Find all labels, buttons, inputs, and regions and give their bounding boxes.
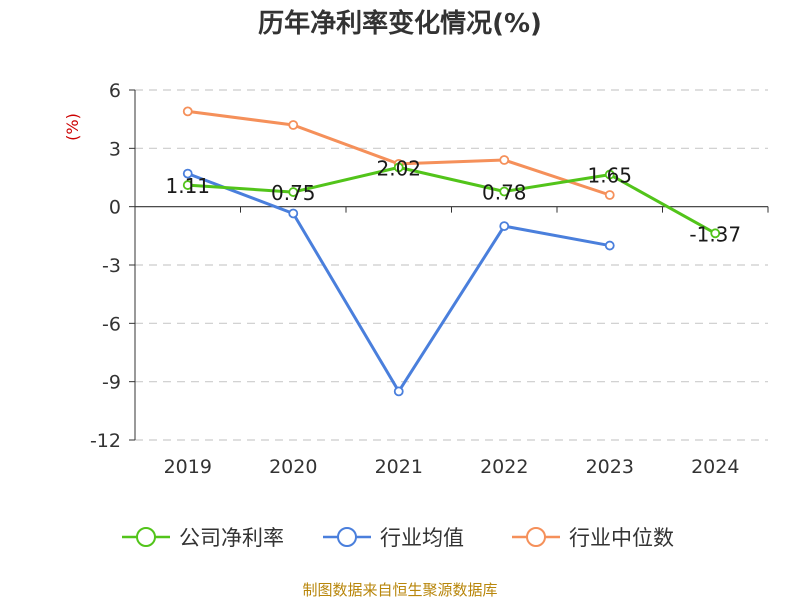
data-label: 0.75 [271,181,316,205]
y-tick-label: -9 [102,372,121,394]
data-point [604,190,615,200]
data-point [604,240,615,251]
legend-item-label: 行业均值 [380,526,464,550]
data-point [288,208,299,219]
y-tick-label: -6 [102,313,121,335]
data-point [182,168,193,179]
series-group: 1.11 0.75 2.02 0.78 1.65 -1.37 [165,106,741,397]
y-tick-label: -3 [102,255,121,277]
data-label: 1.11 [165,174,210,198]
legend-marker [526,527,546,547]
data-point [499,186,510,197]
series-line [187,165,716,235]
x-tick-label: 2020 [269,456,317,478]
y-tick-label: -12 [90,430,121,452]
legend-item-label: 行业中位数 [569,526,674,550]
data-point [182,106,193,117]
y-axis-ticks: 6 3 0 -3 -6 -9 -12 [90,80,136,452]
data-point [288,187,299,197]
y-axis-label: (%) [63,113,82,141]
grid-lines [135,89,768,441]
x-tick-label: 2024 [691,456,739,478]
y-tick-label: 0 [109,197,121,219]
data-point [393,386,404,397]
data-point [288,120,299,130]
legend-item-label: 公司净利率 [179,526,284,550]
x-tick-label: 2019 [164,456,212,478]
legend[interactable]: 公司净利率 行业均值 行业中位数 [122,526,674,550]
data-label: 2.02 [376,156,421,180]
data-label: 0.78 [482,181,527,205]
x-tick-label: 2023 [586,456,634,478]
data-point [499,221,510,232]
legend-marker [136,527,156,547]
x-tick-label: 2022 [480,456,528,478]
x-tick-label: 2021 [375,456,423,478]
x-axis: 2019 2020 2021 2022 2023 2024 [134,206,769,478]
y-tick-label: 3 [109,138,121,160]
data-point [393,162,404,173]
legend-marker [337,527,357,547]
data-point [710,228,721,239]
chart-title: 历年净利率变化情况(%) [258,8,542,39]
data-point [604,169,615,180]
source-note: 制图数据来自恒生聚源数据库 [302,581,497,599]
series-line [187,109,611,197]
data-point [182,180,193,190]
data-label: 1.65 [587,164,632,188]
y-tick-label: 6 [109,80,121,102]
data-label: -1.37 [689,222,741,246]
data-point [499,155,510,165]
